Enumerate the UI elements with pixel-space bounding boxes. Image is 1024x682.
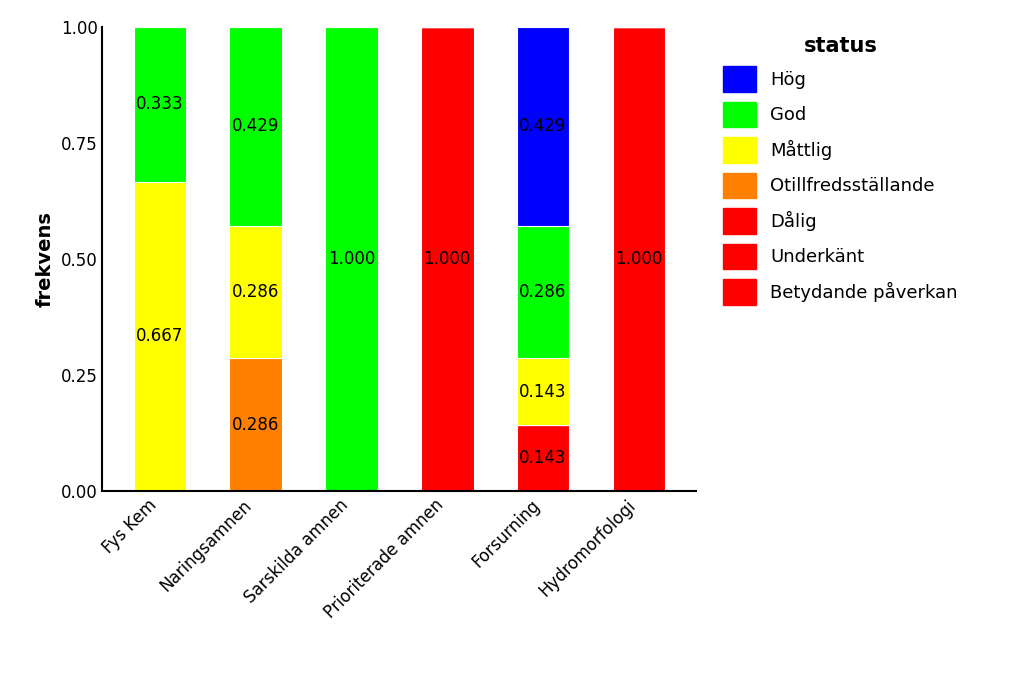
Text: 0.143: 0.143 bbox=[519, 383, 567, 400]
Bar bbox=[517, 27, 569, 226]
Bar bbox=[517, 226, 569, 359]
Bar bbox=[229, 27, 282, 226]
Text: 0.333: 0.333 bbox=[136, 95, 183, 113]
Text: 0.286: 0.286 bbox=[232, 283, 280, 301]
Legend: Hög, God, Måttlig, Otillfredsställande, Dålig, Underkänt, Betydande påverkan: Hög, God, Måttlig, Otillfredsställande, … bbox=[723, 36, 957, 305]
Bar bbox=[229, 226, 282, 359]
Bar bbox=[421, 27, 473, 491]
Text: 0.667: 0.667 bbox=[136, 327, 183, 345]
Bar bbox=[612, 27, 666, 491]
Bar bbox=[133, 27, 186, 181]
Text: 1.000: 1.000 bbox=[615, 250, 663, 268]
Text: 1.000: 1.000 bbox=[424, 250, 471, 268]
Text: 0.286: 0.286 bbox=[232, 416, 280, 434]
Text: 0.143: 0.143 bbox=[519, 449, 567, 467]
Bar bbox=[517, 359, 569, 425]
Text: 0.429: 0.429 bbox=[232, 117, 280, 135]
Bar bbox=[517, 425, 569, 491]
Text: 0.429: 0.429 bbox=[519, 117, 566, 135]
Text: 1.000: 1.000 bbox=[328, 250, 375, 268]
Text: 0.286: 0.286 bbox=[519, 283, 566, 301]
Bar bbox=[326, 27, 378, 491]
Y-axis label: frekvens: frekvens bbox=[36, 211, 55, 307]
Bar bbox=[229, 359, 282, 491]
Bar bbox=[133, 181, 186, 491]
